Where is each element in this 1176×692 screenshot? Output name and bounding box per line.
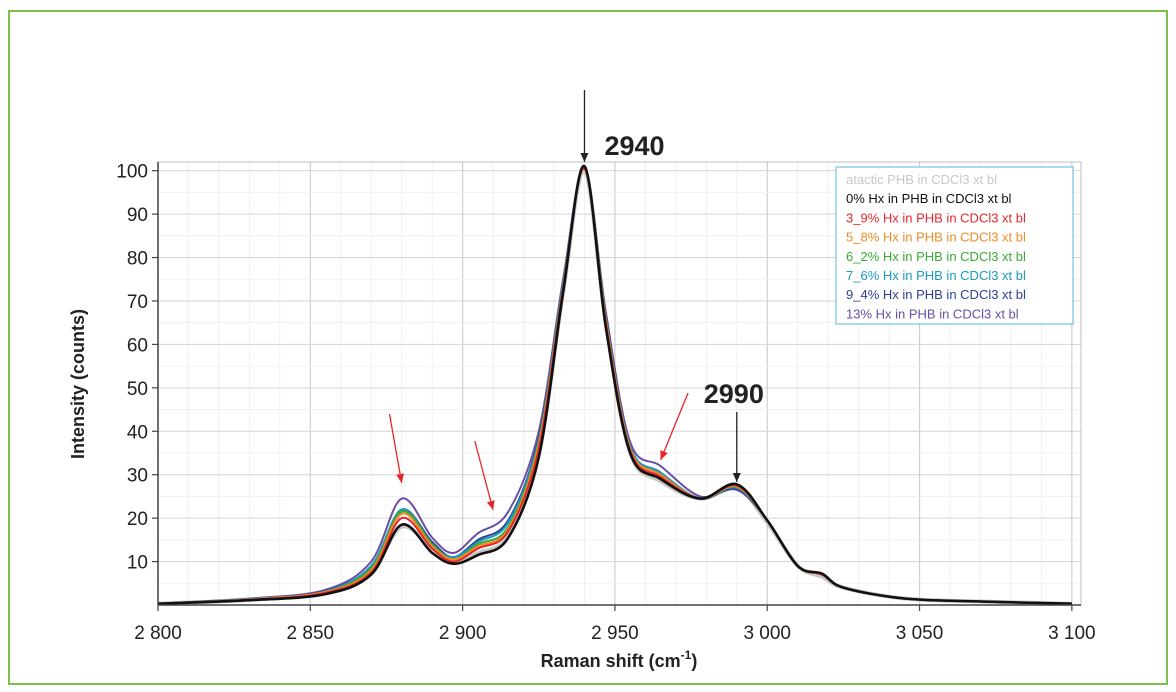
- legend-entry: atactic PHB in CDCl3 xt bl: [846, 172, 997, 187]
- x-axis-label-superscript: -1: [681, 648, 692, 662]
- y-tick-label: 100: [116, 162, 148, 183]
- x-tick-label: 3 000: [743, 623, 791, 644]
- legend-box: [835, 166, 1074, 325]
- shoulder-arrow-2910-head: [486, 500, 495, 510]
- x-axis-label: Raman shift (cm-1): [541, 648, 698, 671]
- peak-arrow-2990-head: [732, 473, 741, 482]
- legend-entry: 0% Hx in PHB in CDCl3 xt bl: [846, 191, 1012, 206]
- y-tick-label: 90: [127, 205, 148, 226]
- x-tick-label: 3 050: [896, 623, 944, 644]
- y-tick-label: 60: [127, 335, 148, 356]
- annotations: 2940 2990: [388, 90, 764, 511]
- y-tick-label: 10: [127, 553, 148, 574]
- peak-arrow-2940-head: [580, 153, 589, 162]
- legend-entry: 13% Hx in PHB in CDCl3 xt bl: [846, 306, 1019, 321]
- shoulder-arrow-2880: [388, 413, 403, 484]
- series-line-1: [157, 164, 1072, 605]
- peak-label-2990: 2990: [704, 379, 764, 409]
- legend-entry: 6_2% Hx in PHB in CDCl3 xt bl: [846, 249, 1026, 264]
- x-tick-label: 2 850: [287, 623, 335, 644]
- legend-entry: 9_4% Hx in PHB in CDCl3 xt bl: [846, 287, 1026, 302]
- legend-entry: 7_6% Hx in PHB in CDCl3 xt bl: [846, 268, 1026, 283]
- series-layer: [157, 164, 1072, 606]
- y-tick-label: 70: [127, 292, 148, 313]
- y-tick-label: 50: [127, 379, 148, 400]
- shoulder-arrow-2965-head: [660, 450, 668, 460]
- x-tick-label: 3 100: [1048, 623, 1096, 644]
- legend-entry: 5_8% Hx in PHB in CDCl3 xt bl: [846, 230, 1026, 245]
- legend: atactic PHB in CDCl3 xt bl 0% Hx in PHB i…: [835, 166, 1074, 325]
- x-tick-label: 2 900: [439, 623, 487, 644]
- x-tick-label: 2 800: [134, 623, 182, 644]
- y-tick-label: 40: [127, 422, 148, 443]
- shoulder-arrow-2910: [474, 440, 494, 511]
- legend-entry: 3_9% Hx in PHB in CDCl3 xt bl: [846, 210, 1026, 225]
- y-tick-label: 80: [127, 249, 148, 270]
- x-tick-label: 2 950: [591, 623, 639, 644]
- peak-label-2940: 2940: [604, 131, 664, 161]
- y-tick-label: 30: [127, 466, 148, 487]
- y-tick-label: 20: [127, 509, 148, 530]
- y-axis-label: Intensity (counts): [68, 309, 88, 459]
- ticks: 2 800 2 850 2 900 2 950 3 000 3 050 3 100 10 20 3…: [116, 162, 1095, 644]
- shoulder-arrow-2965: [660, 392, 689, 461]
- axes: [157, 161, 1082, 606]
- shoulder-arrow-2880-head: [396, 473, 405, 483]
